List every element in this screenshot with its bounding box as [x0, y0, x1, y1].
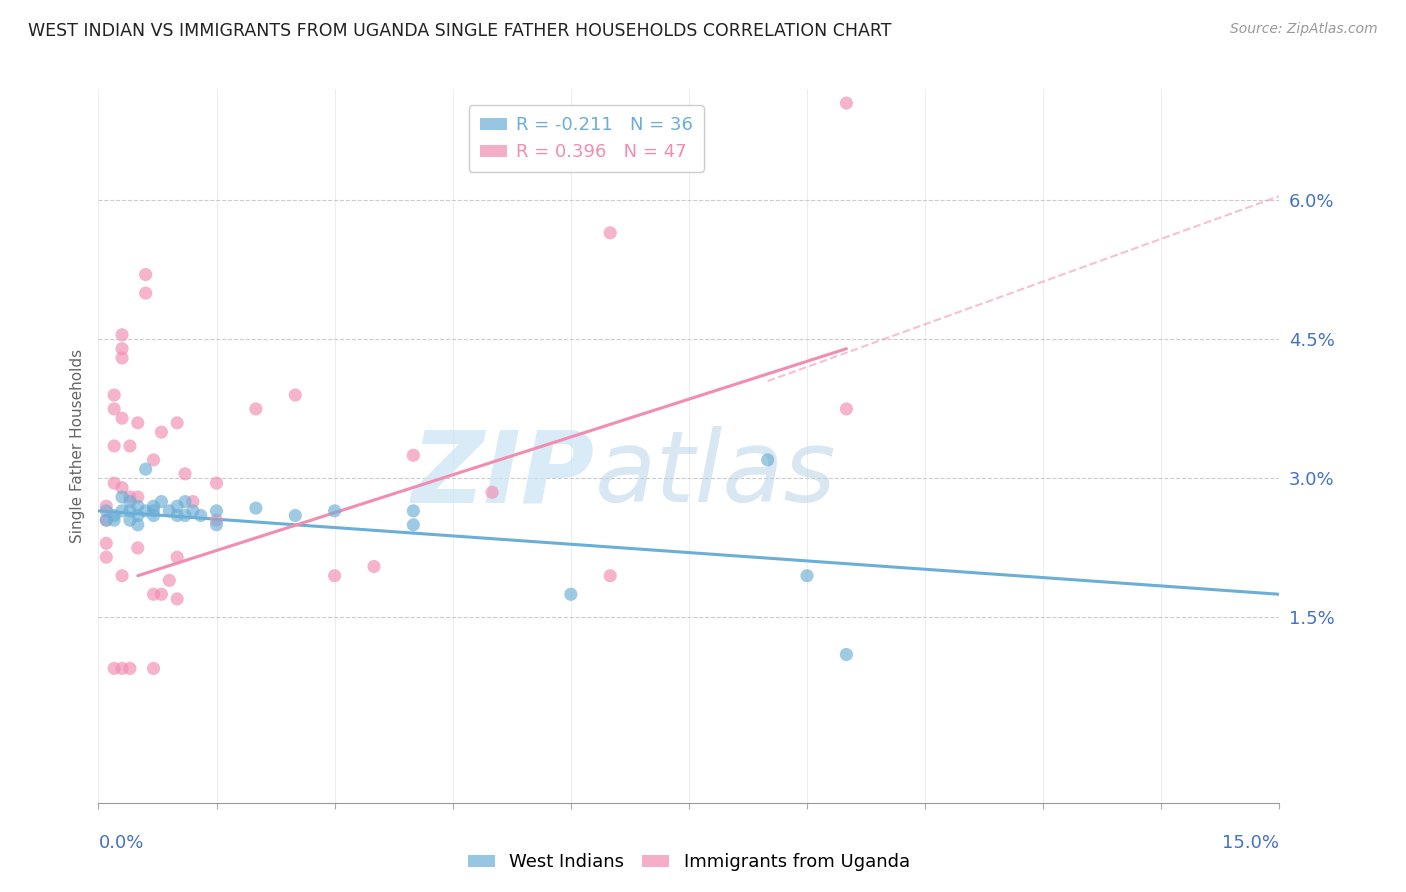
- Point: [118, 439, 141, 453]
- Point: [142, 587, 165, 601]
- Point: [142, 504, 165, 518]
- Point: [127, 416, 149, 430]
- Point: [127, 508, 149, 523]
- Point: [205, 517, 228, 532]
- Point: [205, 504, 228, 518]
- Point: [127, 500, 149, 514]
- Text: Source: ZipAtlas.com: Source: ZipAtlas.com: [1230, 22, 1378, 37]
- Point: [127, 541, 149, 555]
- Point: [111, 481, 134, 495]
- Point: [111, 568, 134, 582]
- Point: [135, 268, 157, 282]
- Point: [111, 351, 134, 365]
- Point: [103, 513, 125, 527]
- Point: [560, 587, 582, 601]
- Point: [402, 448, 425, 462]
- Legend: West Indians, Immigrants from Uganda: West Indians, Immigrants from Uganda: [461, 847, 917, 879]
- Point: [118, 494, 141, 508]
- Point: [157, 504, 180, 518]
- Point: [323, 504, 346, 518]
- Point: [835, 96, 858, 111]
- Point: [111, 661, 134, 675]
- Point: [363, 559, 385, 574]
- Point: [205, 476, 228, 491]
- Point: [118, 513, 141, 527]
- Text: ZIP: ZIP: [412, 426, 595, 523]
- Point: [96, 550, 118, 565]
- Point: [166, 416, 188, 430]
- Point: [245, 401, 267, 416]
- Point: [150, 494, 173, 508]
- Point: [127, 490, 149, 504]
- Legend: R = -0.211   N = 36, R = 0.396   N = 47: R = -0.211 N = 36, R = 0.396 N = 47: [468, 105, 703, 172]
- Point: [402, 504, 425, 518]
- Point: [157, 574, 180, 588]
- Point: [135, 504, 157, 518]
- Point: [103, 388, 125, 402]
- Point: [174, 494, 197, 508]
- Point: [835, 401, 858, 416]
- Point: [481, 485, 503, 500]
- Point: [166, 500, 188, 514]
- Text: WEST INDIAN VS IMMIGRANTS FROM UGANDA SINGLE FATHER HOUSEHOLDS CORRELATION CHART: WEST INDIAN VS IMMIGRANTS FROM UGANDA SI…: [28, 22, 891, 40]
- Point: [118, 661, 141, 675]
- Point: [135, 286, 157, 301]
- Point: [142, 661, 165, 675]
- Point: [284, 388, 307, 402]
- Point: [402, 517, 425, 532]
- Point: [96, 536, 118, 550]
- Point: [190, 508, 212, 523]
- Point: [111, 327, 134, 342]
- Point: [599, 568, 621, 582]
- Point: [135, 462, 157, 476]
- Point: [103, 476, 125, 491]
- Point: [103, 439, 125, 453]
- Point: [96, 504, 118, 518]
- Point: [245, 501, 267, 516]
- Point: [174, 508, 197, 523]
- Text: atlas: atlas: [595, 426, 837, 523]
- Point: [166, 508, 188, 523]
- Point: [599, 226, 621, 240]
- Point: [181, 504, 204, 518]
- Point: [96, 513, 118, 527]
- Point: [323, 568, 346, 582]
- Point: [127, 517, 149, 532]
- Point: [111, 490, 134, 504]
- Point: [150, 425, 173, 439]
- Point: [96, 500, 118, 514]
- Point: [103, 401, 125, 416]
- Point: [103, 661, 125, 675]
- Point: [111, 504, 134, 518]
- Point: [111, 411, 134, 425]
- Point: [796, 568, 818, 582]
- Point: [118, 504, 141, 518]
- Y-axis label: Single Father Households: Single Father Households: [70, 349, 86, 543]
- Point: [835, 648, 858, 662]
- Point: [150, 587, 173, 601]
- Text: 15.0%: 15.0%: [1222, 834, 1279, 852]
- Point: [205, 513, 228, 527]
- Point: [142, 453, 165, 467]
- Point: [142, 508, 165, 523]
- Point: [166, 591, 188, 606]
- Text: 0.0%: 0.0%: [98, 834, 143, 852]
- Point: [756, 453, 779, 467]
- Point: [181, 494, 204, 508]
- Point: [111, 342, 134, 356]
- Point: [284, 508, 307, 523]
- Point: [103, 508, 125, 523]
- Point: [96, 513, 118, 527]
- Point: [142, 500, 165, 514]
- Point: [174, 467, 197, 481]
- Point: [118, 490, 141, 504]
- Point: [166, 550, 188, 565]
